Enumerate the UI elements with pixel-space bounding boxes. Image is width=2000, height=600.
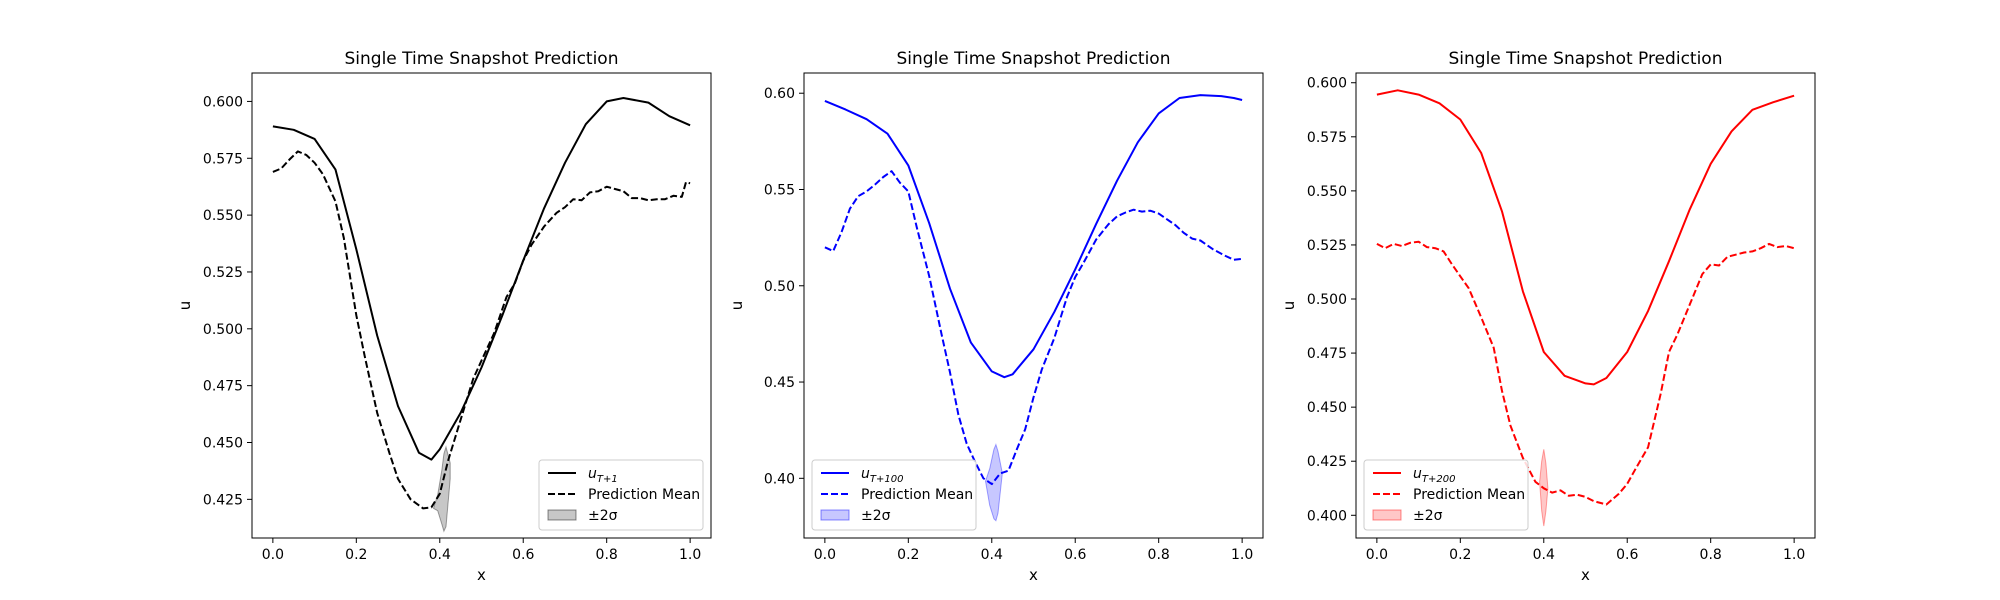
chart-title: Single Time Snapshot Prediction — [344, 49, 618, 69]
y-tick-label: 0.500 — [203, 322, 243, 338]
legend-label: Prediction Mean — [588, 487, 700, 503]
axes-frame — [251, 72, 712, 539]
chart-title: Single Time Snapshot Prediction — [1448, 49, 1722, 69]
x-axis-label: x — [477, 566, 486, 584]
true-solution-line — [272, 97, 691, 461]
y-tick-label: 0.45 — [764, 375, 795, 391]
subplot-1: 0.0 0.2 0.4 0.6 0.8 1.0 0.425 0.450 0.475 0.500 0.… — [176, 49, 712, 584]
x-tick-label: 0.6 — [1064, 547, 1086, 563]
legend-frame — [811, 459, 977, 531]
prediction-mean-line — [824, 170, 1243, 486]
axes-frame — [803, 72, 1264, 539]
y-tick-label: 0.55 — [764, 182, 795, 198]
legend-label: uT+100 — [861, 466, 903, 485]
legend-label: ±2σ — [1413, 508, 1443, 524]
axes-frame — [1355, 72, 1816, 539]
x-tick-label: 1.0 — [1783, 547, 1805, 563]
x-tick-label: 0.2 — [897, 547, 919, 563]
y-tick-label: 0.450 — [1307, 400, 1347, 416]
prediction-mean-line — [1376, 240, 1795, 506]
legend: uT+100 Prediction Mean ±2σ — [811, 459, 977, 531]
y-tick-label: 0.525 — [203, 265, 243, 281]
x-tick-label: 0.8 — [1700, 547, 1722, 563]
x-tick-label: 0.0 — [262, 547, 284, 563]
y-tick-label: 0.400 — [1307, 508, 1347, 524]
y-tick-label: 0.40 — [764, 471, 795, 487]
y-axis-label: u — [176, 301, 194, 311]
x-tick-label: 0.6 — [1616, 547, 1638, 563]
x-tick-label: 0.0 — [814, 547, 836, 563]
subplot-3: 0.0 0.2 0.4 0.6 0.8 1.0 0.400 0.425 0.450 0.475 0.… — [1280, 49, 1816, 584]
y-tick-label: 0.450 — [203, 435, 243, 451]
y-tick-label: 0.575 — [1307, 130, 1347, 146]
x-axis-label: x — [1029, 566, 1038, 584]
x-tick-label: 0.2 — [1449, 547, 1471, 563]
legend-label: Prediction Mean — [861, 487, 973, 503]
legend-band-swatch — [820, 509, 850, 521]
legend-frame — [538, 459, 704, 531]
x-tick-label: 0.8 — [596, 547, 618, 563]
x-tick-label: 0.4 — [1533, 547, 1555, 563]
x-tick-label: 1.0 — [679, 547, 701, 563]
x-tick-label: 0.4 — [429, 547, 451, 563]
legend-label: ±2σ — [588, 508, 618, 524]
x-tick-label: 0.8 — [1148, 547, 1170, 563]
legend-label: uT+1 — [588, 466, 618, 485]
subplot-2: 0.0 0.2 0.4 0.6 0.8 1.0 0.40 0.45 0.50 0.55 0.60 Si… — [728, 49, 1264, 584]
x-tick-label: 0.2 — [345, 547, 367, 563]
y-tick-label: 0.425 — [203, 492, 243, 508]
x-tick-label: 0.4 — [981, 547, 1003, 563]
y-tick-label: 0.475 — [203, 379, 243, 395]
legend-band-swatch — [547, 509, 577, 521]
x-tick-label: 0.0 — [1366, 547, 1388, 563]
legend-band-swatch — [1372, 509, 1402, 521]
y-tick-label: 0.475 — [1307, 346, 1347, 362]
y-axis-label: u — [1280, 301, 1298, 311]
y-tick-label: 0.575 — [203, 151, 243, 167]
true-solution-line — [824, 94, 1243, 379]
y-tick-label: 0.600 — [203, 94, 243, 110]
true-solution-line — [1376, 89, 1795, 386]
prediction-mean-line — [272, 150, 691, 510]
y-tick-label: 0.525 — [1307, 238, 1347, 254]
x-tick-label: 0.6 — [512, 547, 534, 563]
y-tick-label: 0.60 — [764, 86, 795, 102]
y-tick-label: 0.500 — [1307, 292, 1347, 308]
x-tick-label: 1.0 — [1231, 547, 1253, 563]
y-tick-label: 0.425 — [1307, 454, 1347, 470]
legend-label: Prediction Mean — [1413, 487, 1525, 503]
y-tick-label: 0.550 — [203, 208, 243, 224]
chart-title: Single Time Snapshot Prediction — [896, 49, 1170, 69]
legend-label: uT+200 — [1413, 466, 1455, 485]
legend-frame — [1363, 459, 1529, 531]
y-tick-label: 0.50 — [764, 279, 795, 295]
y-axis-label: u — [728, 301, 746, 311]
x-axis-label: x — [1581, 566, 1590, 584]
legend: uT+200 Prediction Mean ±2σ — [1363, 459, 1529, 531]
y-tick-label: 0.600 — [1307, 76, 1347, 92]
legend: uT+1 Prediction Mean ±2σ — [538, 459, 704, 531]
legend-label: ±2σ — [861, 508, 891, 524]
y-tick-label: 0.550 — [1307, 184, 1347, 200]
